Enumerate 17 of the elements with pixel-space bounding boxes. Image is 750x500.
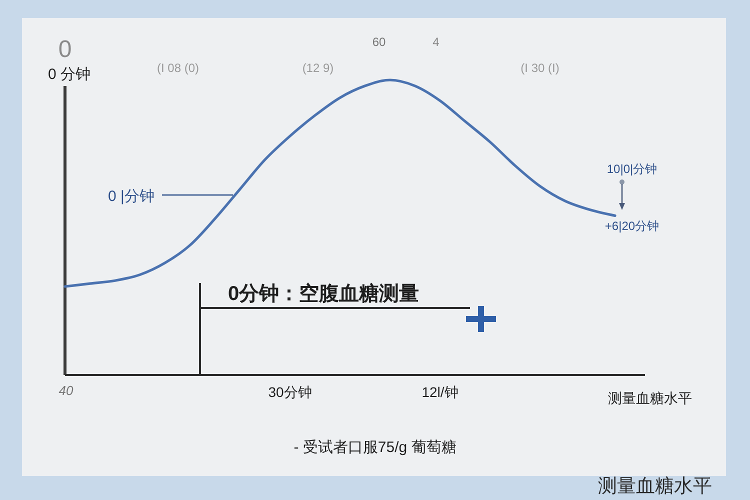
text: (12 9): [302, 61, 334, 75]
text: (I 08 (0): [156, 61, 200, 75]
y-axis-title: 0 分钟: [48, 66, 91, 83]
text: 60: [372, 35, 386, 49]
annotation: 0分钟：空腹血糖测量: [228, 282, 420, 305]
x-tick-label: 30分钟: [268, 384, 312, 400]
text: 0: [58, 36, 72, 63]
text: - 受试者口服75/g 葡萄糖: [294, 439, 456, 456]
text: 测量血糖水平: [598, 476, 712, 497]
text: 4: [432, 35, 440, 49]
text: 40: [58, 383, 74, 398]
x-axis-title: 测量血糖水平: [608, 390, 692, 406]
text: (I 30 (I): [520, 61, 560, 75]
annotation: 10|0|分钟: [606, 162, 658, 176]
x-tick-label: 12l/钟: [422, 384, 458, 400]
annotation: 0 |分钟: [108, 188, 154, 205]
annotation: +6|20分钟: [604, 219, 660, 233]
